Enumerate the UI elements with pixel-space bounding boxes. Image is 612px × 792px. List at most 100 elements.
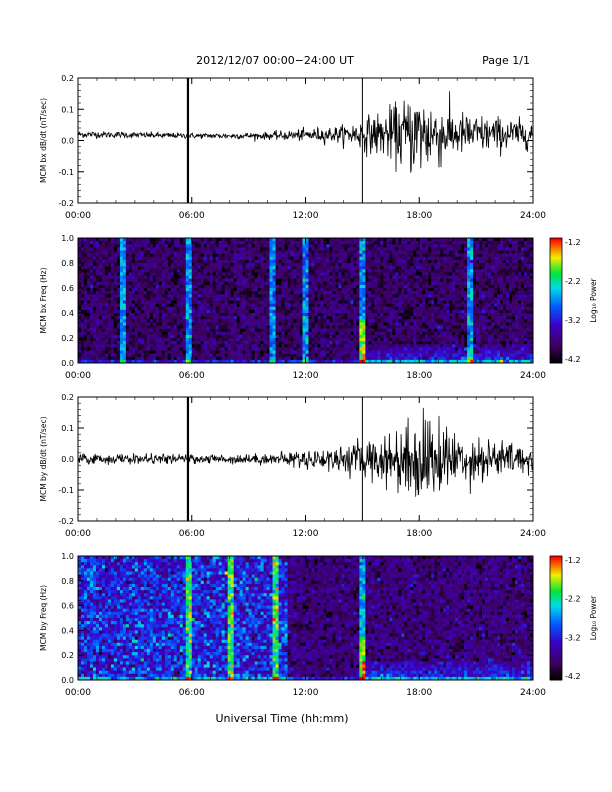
heatmap-cell (209, 344, 213, 348)
heatmap-cell (368, 303, 372, 308)
heatmap-cell (227, 353, 231, 358)
heatmap-cell (158, 266, 163, 270)
heatmap-cell (197, 297, 202, 301)
heatmap-cell (80, 309, 85, 314)
heatmap-cell (143, 256, 148, 261)
heatmap-cell (287, 303, 291, 308)
heatmap-cell (134, 344, 139, 348)
heatmap-cell (290, 294, 294, 298)
heatmap-cell (431, 322, 435, 326)
heatmap-cell (173, 291, 178, 295)
heatmap-cell (113, 266, 118, 270)
heatmap-cell (323, 297, 327, 301)
heatmap-cell (320, 244, 324, 248)
heatmap-cell (398, 359, 402, 364)
heatmap-cell (251, 356, 255, 361)
heatmap-cell (176, 266, 181, 270)
heatmap-cell (293, 256, 297, 261)
heatmap-cell (371, 241, 375, 245)
heatmap-cell (107, 306, 112, 311)
heatmap-cell (173, 250, 178, 254)
heatmap-cell (377, 272, 381, 276)
heatmap-cell (137, 244, 142, 248)
heatmap-cell (254, 278, 258, 283)
heatmap-cell (392, 272, 396, 276)
heatmap-cell (119, 250, 124, 254)
heatmap-cell (194, 338, 199, 342)
heatmap-cell (242, 347, 246, 351)
heatmap-cell (209, 359, 213, 364)
heatmap-cell (422, 259, 426, 264)
heatmap-cell (290, 300, 294, 304)
heatmap-cell (158, 313, 163, 317)
heatmap-cell (425, 309, 429, 314)
heatmap-cell (416, 328, 420, 333)
heatmap-cell (410, 338, 414, 342)
heatmap-cell (311, 347, 315, 351)
heatmap-cell (269, 266, 273, 270)
heatmap-cell (296, 250, 300, 254)
heatmap-cell (302, 300, 306, 304)
heatmap-cell (386, 244, 390, 248)
heatmap-cell (119, 316, 124, 320)
heatmap-cell (200, 266, 205, 270)
heatmap-cell (416, 300, 420, 304)
heatmap-cell (410, 263, 414, 267)
heatmap-cell (275, 269, 279, 273)
heatmap-cell (230, 334, 234, 339)
heatmap-cell (353, 322, 357, 326)
heatmap-cell (281, 241, 285, 245)
heatmap-cell (209, 250, 213, 254)
heatmap-cell (281, 306, 285, 311)
heatmap-cell (179, 244, 184, 248)
heatmap-cell (239, 247, 243, 251)
heatmap-cell (353, 341, 357, 345)
heatmap-cell (371, 316, 375, 320)
heatmap-cell (155, 263, 160, 267)
heatmap-cell (290, 316, 294, 320)
heatmap-cell (242, 294, 246, 298)
heatmap-cell (260, 316, 264, 320)
heatmap-cell (161, 291, 166, 295)
heatmap-cell (95, 281, 100, 286)
heatmap-cell (272, 300, 276, 304)
heatmap-cell (299, 284, 303, 289)
heatmap-cell (131, 334, 136, 339)
heatmap-cell (206, 300, 211, 304)
heatmap-cell (293, 303, 297, 308)
heatmap-cell (95, 328, 100, 333)
heatmap-cell (98, 275, 103, 279)
heatmap-cell (260, 334, 264, 339)
heatmap-cell (98, 334, 103, 339)
heatmap-cell (200, 344, 205, 348)
heatmap-cell (227, 256, 231, 261)
heatmap-cell (233, 344, 237, 348)
heatmap-cell (284, 288, 288, 292)
heatmap-cell (263, 328, 267, 333)
heatmap-cell (92, 353, 97, 358)
heatmap-cell (437, 306, 441, 311)
heatmap-cell (107, 256, 112, 261)
heatmap-cell (212, 316, 216, 320)
heatmap-cell (356, 303, 360, 308)
heatmap-cell (137, 275, 142, 279)
heatmap-cell (293, 338, 297, 342)
heatmap-cell (302, 238, 306, 242)
heatmap-cell (401, 241, 405, 245)
heatmap-cell (311, 359, 315, 364)
heatmap-cell (218, 291, 222, 295)
heatmap-cell (413, 266, 417, 270)
heatmap-cell (296, 341, 300, 345)
heatmap-cell (344, 241, 348, 245)
heatmap-cell (140, 347, 145, 351)
heatmap-cell (83, 322, 88, 326)
x-tick-label: 00:00 (65, 211, 91, 221)
heatmap-cell (317, 313, 321, 317)
heatmap-cell (131, 263, 136, 267)
heatmap-cell (425, 294, 429, 298)
heatmap-cell (152, 356, 157, 361)
heatmap-cell (254, 328, 258, 333)
heatmap-cell (386, 275, 390, 279)
heatmap-cell (338, 300, 342, 304)
heatmap-cell (242, 281, 246, 286)
